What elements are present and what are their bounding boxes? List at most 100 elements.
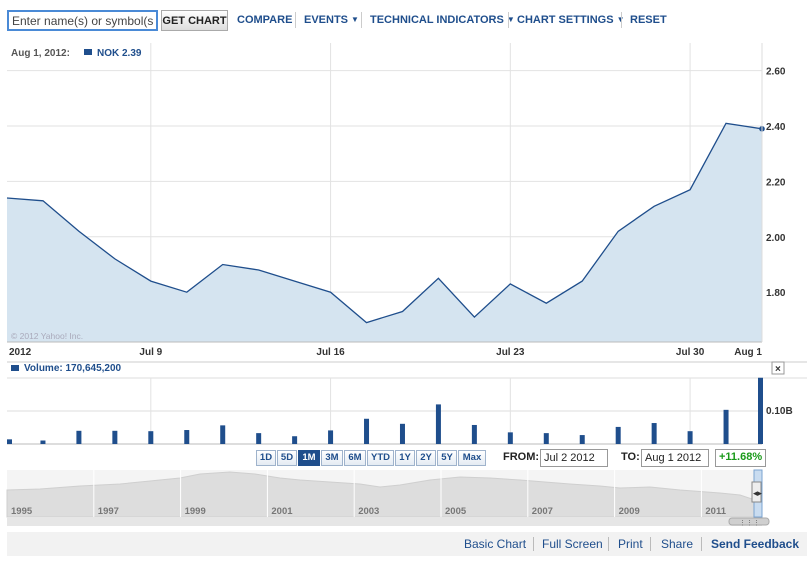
navigator-year-label: 2003 (358, 506, 379, 517)
caret-down-icon: ▼ (506, 15, 515, 24)
volume-bar (399, 423, 405, 444)
navigator-history-area (6, 471, 756, 518)
full-screen-link[interactable]: Full Screen (542, 537, 603, 551)
navigator-year-label: 2007 (532, 506, 553, 517)
from-label: FROM: (503, 451, 540, 463)
price-line (6, 122, 763, 324)
footer-divider (533, 537, 534, 551)
price-y-ticks: 2.60 2.40 2.20 2.00 1.80 (766, 67, 786, 299)
chart-canvas: Aug 1, 2012: NOK 2.39 © 2012 Yahoo! Inc.… (6, 43, 807, 527)
chart-settings-label: CHART SETTINGS (517, 14, 614, 26)
volume-bar (148, 431, 154, 444)
volume-bar (40, 440, 46, 444)
price-x-ticks: 2012 Jul 9 Jul 16 Jul 23 Jul 30 Aug 1 (9, 347, 762, 358)
price-x-tick-label: Aug 1 (734, 347, 762, 358)
volume-bar (364, 418, 370, 444)
footer-divider (608, 537, 609, 551)
compare-link[interactable]: COMPARE (237, 14, 293, 26)
events-menu[interactable]: EVENTS ▼ (304, 14, 359, 26)
price-x-tick-label: Jul 16 (316, 347, 345, 358)
range-2y-button[interactable]: 2Y (416, 450, 436, 466)
range-6m-button[interactable]: 6M (344, 450, 366, 466)
volume-bar (471, 424, 477, 444)
navigator-years: 1995 1997 1999 2001 2003 2005 2007 2009 2011 (11, 470, 727, 517)
volume-label: Volume: 170,645,200 (24, 363, 122, 374)
price-x-tick-label: 2012 (9, 347, 32, 358)
volume-bar (615, 426, 621, 444)
events-label: EVENTS (304, 14, 349, 26)
volume-bar (292, 436, 298, 444)
technical-indicators-menu[interactable]: TECHNICAL INDICATORS ▼ (370, 14, 515, 26)
price-y-tick-label: 1.80 (766, 288, 786, 299)
from-date-input[interactable] (540, 449, 608, 467)
navigator-year-label: 2011 (705, 506, 726, 517)
navigator-scroll-thumb[interactable] (728, 517, 770, 526)
percent-change-badge: +11.68% (715, 449, 766, 467)
caret-down-icon: ▼ (351, 15, 359, 24)
price-y-tick-label: 2.00 (766, 233, 786, 244)
volume-bar (687, 431, 693, 444)
reset-link[interactable]: RESET (630, 14, 667, 26)
range-3m-button[interactable]: 3M (321, 450, 343, 466)
toolbar-divider (361, 12, 362, 28)
chart-toolbar: GET CHART COMPARE EVENTS▼ TECHNICAL INDI… (0, 0, 808, 42)
range-1y-button[interactable]: 1Y (395, 450, 415, 466)
toolbar-divider (295, 12, 296, 28)
series-swatch (84, 49, 92, 55)
send-feedback-link[interactable]: Send Feedback (711, 537, 800, 551)
grip-icon: ⋮⋮⋮ (739, 520, 760, 527)
navigator-year-label: 2009 (619, 506, 640, 517)
chart-settings-menu[interactable]: CHART SETTINGS▼ (517, 14, 624, 26)
navigator-year-label: 1999 (185, 506, 206, 517)
range-max-button[interactable]: Max (458, 450, 486, 466)
symbol-search-input[interactable] (7, 10, 158, 31)
range-5y-button[interactable]: 5Y (437, 450, 457, 466)
share-link[interactable]: Share (661, 537, 694, 551)
close-volume-icon[interactable]: × (771, 361, 785, 375)
volume-y-tick: 0.10B (766, 406, 793, 417)
navigator-year-label: 2001 (271, 506, 293, 517)
to-date-input[interactable] (641, 449, 709, 467)
caret-down-icon: ▼ (617, 15, 625, 24)
volume-bar (328, 430, 334, 444)
basic-chart-link[interactable]: Basic Chart (464, 537, 527, 551)
toolbar-divider (621, 12, 622, 28)
range-ytd-button[interactable]: YTD (367, 450, 394, 466)
footer-divider (650, 537, 651, 551)
navigator-year-label: 1997 (98, 506, 119, 517)
navigator-handle[interactable] (751, 481, 762, 503)
range-1d-button[interactable]: 1D (256, 450, 276, 466)
volume-bar (579, 435, 585, 444)
volume-bar (220, 425, 226, 444)
price-y-tick-label: 2.40 (766, 122, 786, 133)
technical-indicators-label: TECHNICAL INDICATORS (370, 14, 504, 26)
navigator-year-label: 1995 (11, 506, 33, 517)
price-y-tick-label: 2.60 (766, 67, 786, 78)
volume-bar (76, 430, 82, 444)
volume-bar (112, 430, 118, 444)
volume-bar (435, 404, 441, 444)
volume-bar (543, 433, 549, 444)
volume-bar (651, 423, 657, 444)
navigator-scrollbar[interactable] (7, 517, 762, 526)
navigator-year-label: 2005 (445, 506, 467, 517)
price-x-tick-label: Jul 9 (139, 347, 162, 358)
volume-bar (723, 409, 729, 444)
print-link[interactable]: Print (618, 537, 643, 551)
to-label: TO: (621, 451, 640, 463)
volume-swatch (11, 365, 19, 371)
volume-bars (7, 377, 763, 444)
price-x-tick-label: Jul 23 (496, 347, 525, 358)
drag-handle-icon: ◂▸ (753, 488, 763, 498)
chart-footer-links: Basic Chart Full Screen Print Share Send… (7, 532, 807, 556)
price-y-tick-label: 2.20 (766, 177, 786, 188)
get-chart-button[interactable]: GET CHART (161, 10, 228, 31)
volume-bar (7, 439, 12, 444)
volume-bar (256, 433, 262, 444)
price-x-tick-label: Jul 30 (676, 347, 705, 358)
volume-bar (184, 430, 190, 444)
range-1m-button[interactable]: 1M (298, 450, 320, 466)
footer-divider (701, 537, 702, 551)
range-5d-button[interactable]: 5D (277, 450, 297, 466)
toolbar-divider (508, 12, 509, 28)
